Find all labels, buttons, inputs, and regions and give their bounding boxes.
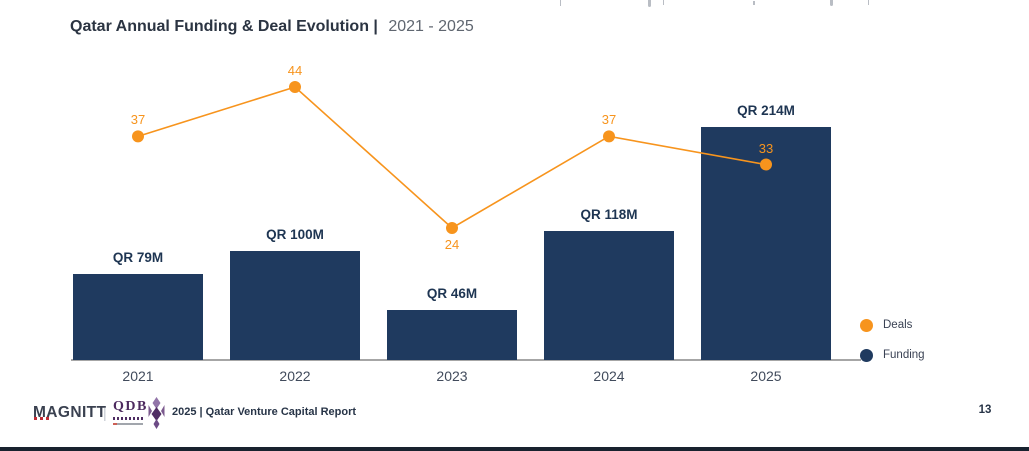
bar-value-label: QR 100M	[266, 227, 324, 242]
funding-legend-label: Funding	[883, 349, 925, 361]
page-title: Qatar Annual Funding & Deal Evolution | …	[70, 18, 474, 36]
report-title: 2025 | Qatar Venture Capital Report	[172, 406, 357, 418]
deal-count-label: 37	[130, 112, 146, 128]
deal-count-label: 44	[287, 63, 303, 78]
bar-value-label: QR 46M	[426, 286, 478, 301]
magnitt-logo-red-dot	[40, 417, 43, 420]
funding-bar	[73, 274, 203, 360]
legend-item-funding: Funding	[860, 348, 925, 362]
deal-point	[446, 222, 458, 234]
qdb-caption-line	[113, 423, 143, 425]
qdb-logo: QDB	[113, 399, 148, 414]
deal-count-label: 33	[758, 140, 774, 156]
magnitt-logo-red-dot	[34, 417, 37, 420]
x-axis-label: 2024	[593, 368, 625, 384]
x-axis-label: 2023	[436, 368, 468, 384]
magnitt-logo-red-dot	[46, 417, 49, 420]
funding-bar	[544, 231, 674, 360]
funding-bar	[701, 127, 831, 360]
magnitt-logo: MAGNITT	[33, 404, 107, 421]
bottom-border-rule	[0, 447, 1029, 451]
x-axis-label: 2021	[122, 368, 154, 384]
deals-legend-label: Deals	[883, 319, 913, 331]
page-title-main: Qatar Annual Funding & Deal Evolution |	[70, 18, 378, 35]
deals-legend-dot	[860, 318, 873, 332]
bar-value-label: QR 214M	[737, 103, 795, 118]
funding-bar	[230, 251, 360, 360]
x-axis-line	[71, 359, 861, 361]
page-number: 13	[978, 404, 992, 416]
deal-point	[603, 130, 615, 143]
deal-count-label: 37	[601, 112, 617, 128]
page-title-period: 2021 - 2025	[388, 18, 474, 35]
deal-count-label: 24	[444, 237, 460, 252]
qdb-arabic-text	[113, 417, 143, 420]
qdb-emblem-icon	[148, 397, 165, 429]
deal-point	[132, 130, 144, 143]
deal-point	[289, 81, 301, 93]
funding-legend-dot	[860, 348, 873, 362]
chart-legend: Deals Funding	[860, 318, 925, 378]
bar-value-label: QR 118M	[580, 207, 638, 222]
legend-item-deals: Deals	[860, 318, 925, 332]
bar-value-label: QR 79M	[112, 250, 164, 265]
logo-divider: |	[103, 405, 107, 421]
x-axis-label: 2022	[279, 368, 311, 384]
x-axis-label: 2025	[750, 368, 782, 384]
funding-bar	[387, 310, 517, 360]
